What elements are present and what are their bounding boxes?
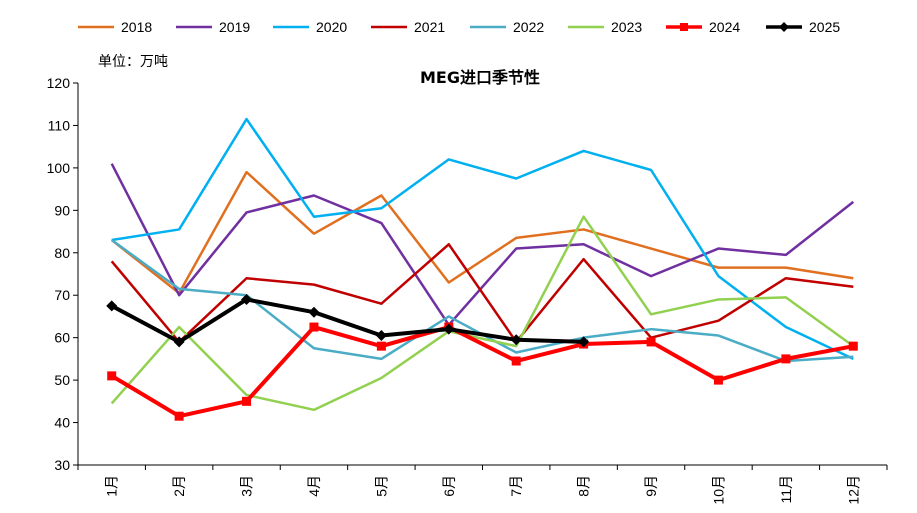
data-point-square [309,322,319,332]
legend-item-2018: 2018 [78,19,152,35]
x-tick-label: 12月 [845,475,861,505]
legend-item-2025: 2025 [766,19,840,35]
chart-title: MEG进口季节性 [420,68,540,87]
axes: 30 40 50 60 70 80 90 100 110 120 1月 2月 3月 4月 5月 6月 7月 8月 9… [47,75,888,505]
legend-label: 2023 [611,19,642,35]
legend-label: 2020 [316,19,347,35]
x-tick-label: 4月 [306,475,322,497]
data-point-diamond [443,323,455,335]
legend-label: 2018 [121,19,152,35]
legend-label: 2022 [513,19,544,35]
y-tick-label: 100 [47,160,71,176]
legend-item-2023: 2023 [568,19,642,35]
series-2023 [110,215,855,412]
series-lines [106,117,858,421]
data-point-square [646,337,656,347]
series-2020 [111,117,854,361]
x-tick-label: 7月 [508,475,524,497]
data-point-diamond [308,306,320,318]
legend-item-2021: 2021 [371,19,445,35]
series-2019 [110,163,855,327]
legend-label: 2025 [809,19,840,35]
data-point-diamond [173,336,185,348]
y-tick-label: 30 [54,457,70,473]
legend: 2018 2019 2020 2021 2022 2023 2024 2025 [78,19,840,35]
data-point-square [781,354,791,364]
series-2021 [110,243,854,344]
x-tick-label: 11月 [778,475,794,504]
unit-label: 单位：万吨 [98,54,168,70]
data-point-square [848,341,858,351]
series-line-2024 [110,325,854,419]
legend-item-2022: 2022 [470,19,544,35]
y-tick-label: 90 [54,202,70,218]
data-point-square [174,411,184,421]
legend-label: 2024 [709,19,740,35]
data-point-diamond [375,330,387,342]
series-2018 [110,170,854,295]
data-point-diamond [578,336,590,348]
series-line-2019 [110,163,855,327]
legend-label: 2019 [219,19,250,35]
data-point-diamond [779,22,789,32]
y-tick-label: 60 [54,330,70,346]
y-tick-label: 40 [54,415,70,431]
data-point-square [376,341,386,351]
x-tick-label: 8月 [576,475,592,497]
x-tick-label: 10月 [710,475,726,505]
series-line-2018 [110,170,854,295]
y-tick-label: 110 [48,117,71,133]
x-tick-label: 2月 [171,475,187,497]
series-2025 [106,293,590,348]
y-tick-label: 70 [54,287,70,303]
data-point-diamond [510,334,522,346]
series-line-2025 [110,297,584,344]
data-point-square [713,375,723,385]
data-point-square [680,23,688,31]
series-line-2020 [111,117,854,361]
x-tick-label: 1月 [104,475,120,497]
data-point-diamond [241,293,253,305]
legend-item-2020: 2020 [273,19,347,35]
data-point-square [511,356,521,366]
legend-item-2024: 2024 [666,19,740,35]
y-tick-label: 120 [47,75,71,91]
series-line-2021 [110,243,854,344]
series-line-2023 [110,215,855,412]
data-point-square [242,396,252,406]
y-tick-label: 80 [54,245,70,261]
x-tick-label: 6月 [441,475,457,497]
data-point-diamond [106,300,118,312]
x-tick-label: 9月 [643,475,659,497]
y-tick-label: 50 [54,372,70,388]
series-2024 [107,322,858,421]
data-point-square [107,371,117,381]
legend-label: 2021 [414,19,445,35]
legend-item-2019: 2019 [176,19,250,35]
x-tick-label: 5月 [373,475,389,497]
x-tick-label: 3月 [239,475,255,497]
